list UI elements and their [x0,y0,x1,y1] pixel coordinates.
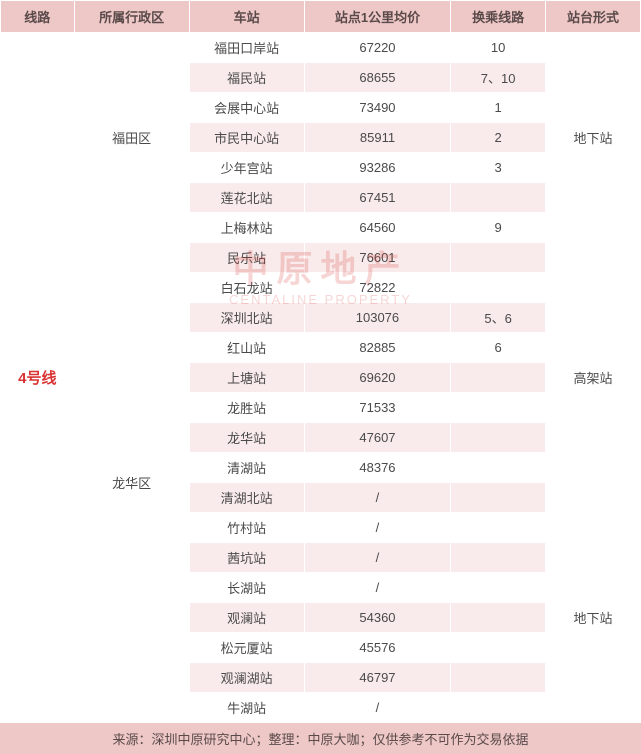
transfer-cell [451,633,546,663]
station-cell: 龙胜站 [189,393,304,423]
price-cell: 47607 [304,423,451,453]
price-cell: 73490 [304,93,451,123]
header-2: 车站 [189,1,304,33]
header-0: 线路 [1,1,75,33]
station-cell: 观澜湖站 [189,663,304,693]
price-cell: 103076 [304,303,451,333]
station-cell: 会展中心站 [189,93,304,123]
transfer-cell [451,663,546,693]
header-1: 所属行政区 [74,1,189,33]
station-cell: 市民中心站 [189,123,304,153]
station-cell: 清湖站 [189,453,304,483]
transfer-cell [451,573,546,603]
station-cell: 深圳北站 [189,303,304,333]
price-cell: 82885 [304,333,451,363]
district-cell: 福田区 [74,33,189,243]
price-cell: 64560 [304,213,451,243]
transfer-cell: 1 [451,93,546,123]
transfer-cell: 6 [451,333,546,363]
station-cell: 观澜站 [189,603,304,633]
price-cell: 45576 [304,633,451,663]
price-cell: / [304,693,451,723]
station-cell: 白石龙站 [189,273,304,303]
price-cell: 46797 [304,663,451,693]
station-cell: 牛湖站 [189,693,304,723]
station-cell: 上梅林站 [189,213,304,243]
header-5: 站台形式 [546,1,641,33]
transfer-cell [451,693,546,723]
transfer-cell [451,243,546,273]
price-cell: 71533 [304,393,451,423]
transfer-cell [451,393,546,423]
transfer-cell [451,183,546,213]
transfer-cell [451,273,546,303]
station-cell: 竹村站 [189,513,304,543]
station-cell: 松元厦站 [189,633,304,663]
table-row: 龙华区民乐站76601高架站 [1,243,641,273]
price-cell: 67451 [304,183,451,213]
price-cell: 54360 [304,603,451,633]
district-cell: 龙华区 [74,243,189,723]
transfer-cell [451,603,546,633]
station-cell: 民乐站 [189,243,304,273]
transfer-cell [451,363,546,393]
line-cell: 4号线 [1,33,75,723]
header-4: 换乘线路 [451,1,546,33]
platform-cell: 地下站 [546,33,641,243]
station-cell: 茜坑站 [189,543,304,573]
price-cell: 68655 [304,63,451,93]
price-cell: 93286 [304,153,451,183]
transfer-cell: 10 [451,33,546,63]
station-table: 线路所属行政区车站站点1公里均价换乘线路站台形式 4号线福田区福田口岸站6722… [0,0,641,723]
price-cell: / [304,483,451,513]
transfer-cell [451,483,546,513]
transfer-cell: 9 [451,213,546,243]
platform-cell: 高架站 [546,243,641,513]
transfer-cell: 5、6 [451,303,546,333]
platform-cell: 地下站 [546,513,641,723]
station-cell: 红山站 [189,333,304,363]
table-body: 4号线福田区福田口岸站6722010地下站福民站686557、10会展中心站73… [1,33,641,723]
price-cell: 76601 [304,243,451,273]
header-3: 站点1公里均价 [304,1,451,33]
transfer-cell [451,453,546,483]
transfer-cell: 7、10 [451,63,546,93]
station-cell: 上塘站 [189,363,304,393]
station-cell: 长湖站 [189,573,304,603]
transfer-cell: 3 [451,153,546,183]
station-cell: 福民站 [189,63,304,93]
transfer-cell [451,543,546,573]
header-row: 线路所属行政区车站站点1公里均价换乘线路站台形式 [1,1,641,33]
table-row: 4号线福田区福田口岸站6722010地下站 [1,33,641,63]
price-cell: / [304,573,451,603]
price-cell: / [304,513,451,543]
station-cell: 少年宫站 [189,153,304,183]
price-cell: 72822 [304,273,451,303]
price-cell: 69620 [304,363,451,393]
price-cell: 48376 [304,453,451,483]
transfer-cell [451,513,546,543]
transfer-cell [451,423,546,453]
station-cell: 清湖北站 [189,483,304,513]
price-cell: 67220 [304,33,451,63]
footer-source: 来源：深圳中原研究中心；整理：中原大咖；仅供参考不可作为交易依据 [0,723,641,754]
station-cell: 福田口岸站 [189,33,304,63]
station-cell: 莲花北站 [189,183,304,213]
price-cell: 85911 [304,123,451,153]
transfer-cell: 2 [451,123,546,153]
price-cell: / [304,543,451,573]
station-cell: 龙华站 [189,423,304,453]
